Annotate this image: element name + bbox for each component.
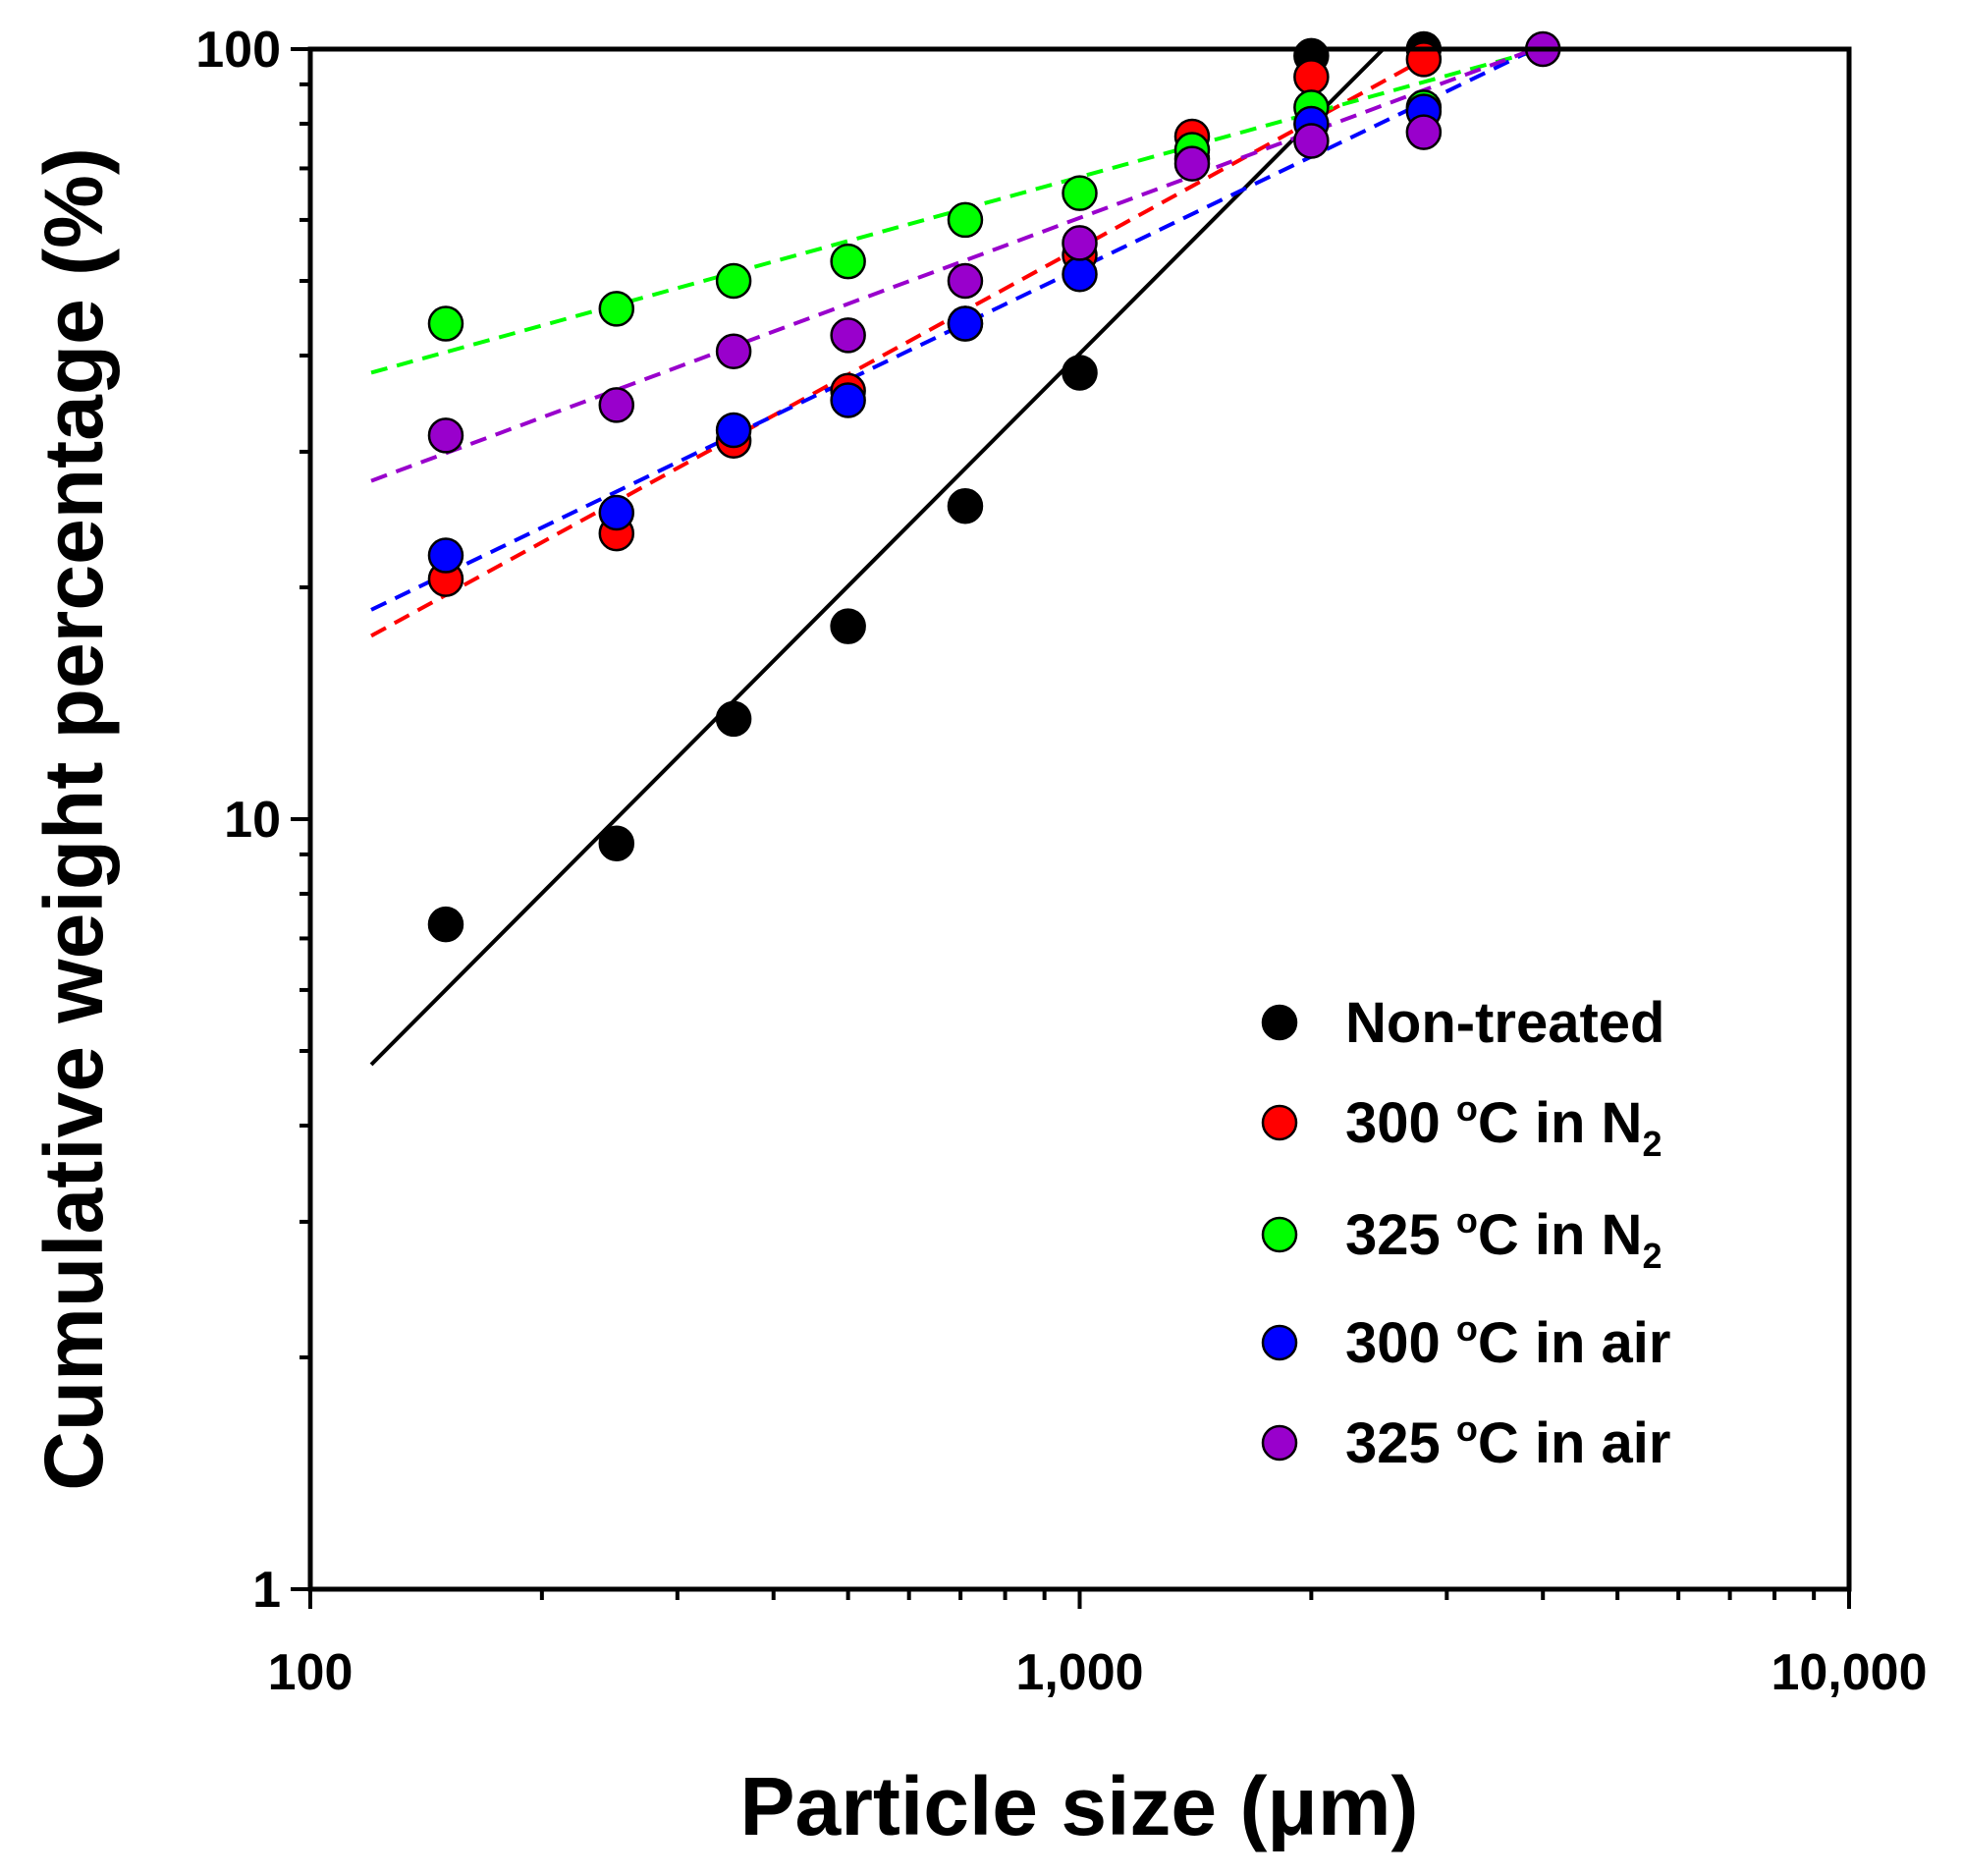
data-point-300-oc-in-air bbox=[715, 412, 752, 449]
legend-label-non-treated: Non-treated bbox=[1345, 991, 1664, 1055]
data-point-325-oc-in-air bbox=[598, 387, 635, 423]
legend-label-325-oc-in-n2: 325 oC in N2 bbox=[1345, 1200, 1662, 1276]
data-point-non-treated bbox=[830, 608, 866, 644]
data-points bbox=[427, 30, 1561, 943]
data-point-325-oc-in-air bbox=[1062, 225, 1098, 261]
x-tick-label: 100 bbox=[268, 1644, 354, 1701]
data-point-325-oc-in-air bbox=[427, 417, 464, 454]
data-point-325-oc-in-air bbox=[1405, 114, 1443, 150]
axis-tick-labels: 100 1,000 10,000 1 10 100 bbox=[195, 22, 1927, 1701]
data-point-non-treated bbox=[427, 906, 464, 943]
legend-label-300-oc-in-n2: 300 oC in N2 bbox=[1345, 1088, 1662, 1164]
data-point-300-oc-in-air bbox=[598, 494, 635, 531]
data-point-300-oc-in-air bbox=[427, 537, 464, 574]
data-point-300-oc-in-n2 bbox=[1293, 59, 1330, 95]
data-point-325-oc-in-n2 bbox=[715, 262, 752, 300]
axis-ticks bbox=[291, 47, 1851, 1609]
data-point-325-oc-in-n2 bbox=[947, 201, 984, 239]
y-axis-title: Cumulative weight percentage (%) bbox=[27, 147, 120, 1491]
legend-marker-325-oc-in-air bbox=[1261, 1424, 1298, 1462]
data-point-non-treated bbox=[1062, 355, 1098, 391]
data-point-325-oc-in-n2 bbox=[830, 243, 866, 280]
data-point-325-oc-in-n2 bbox=[1062, 175, 1098, 211]
legend: Non-treated 300 oC in N2 325 oC in N2 300 o… bbox=[1261, 991, 1671, 1475]
x-tick-label: 1,000 bbox=[1015, 1644, 1143, 1701]
data-point-non-treated bbox=[715, 700, 752, 738]
data-point-325-oc-in-air bbox=[947, 262, 984, 300]
data-point-325-oc-in-air bbox=[715, 333, 752, 370]
data-point-325-oc-in-air bbox=[830, 317, 866, 354]
data-point-325-oc-in-air bbox=[1173, 145, 1211, 182]
y-tick-label: 10 bbox=[224, 792, 281, 849]
data-point-300-oc-in-air bbox=[947, 305, 984, 342]
data-point-325-oc-in-air bbox=[1293, 123, 1330, 159]
fit-line-300-oc-in-n2 bbox=[370, 57, 1425, 638]
legend-marker-300-oc-in-air bbox=[1261, 1324, 1298, 1361]
data-point-325-oc-in-n2 bbox=[598, 291, 635, 327]
fit-line-325-oc-in-n2 bbox=[370, 47, 1544, 375]
x-axis-title: Particle size (μm) bbox=[740, 1760, 1419, 1852]
fit-line-325-oc-in-air bbox=[370, 47, 1536, 483]
x-tick-label: 10,000 bbox=[1771, 1644, 1927, 1701]
y-tick-label: 100 bbox=[195, 22, 281, 79]
legend-marker-non-treated bbox=[1261, 1004, 1298, 1041]
y-tick-label: 1 bbox=[252, 1562, 281, 1619]
data-point-300-oc-in-air bbox=[830, 382, 866, 418]
fit-line-non-treated bbox=[369, 47, 1385, 1067]
legend-marker-325-oc-in-n2 bbox=[1261, 1216, 1298, 1253]
data-point-325-oc-in-n2 bbox=[427, 305, 464, 342]
data-point-non-treated bbox=[598, 825, 635, 861]
fit-lines bbox=[369, 47, 1544, 1067]
legend-label-325-oc-in-air: 325 oC in air bbox=[1345, 1408, 1671, 1475]
data-point-300-oc-in-air bbox=[1062, 256, 1098, 293]
legend-marker-300-oc-in-n2 bbox=[1261, 1104, 1298, 1141]
data-point-non-treated bbox=[947, 488, 984, 524]
legend-label-300-oc-in-air: 300 oC in air bbox=[1345, 1308, 1671, 1375]
